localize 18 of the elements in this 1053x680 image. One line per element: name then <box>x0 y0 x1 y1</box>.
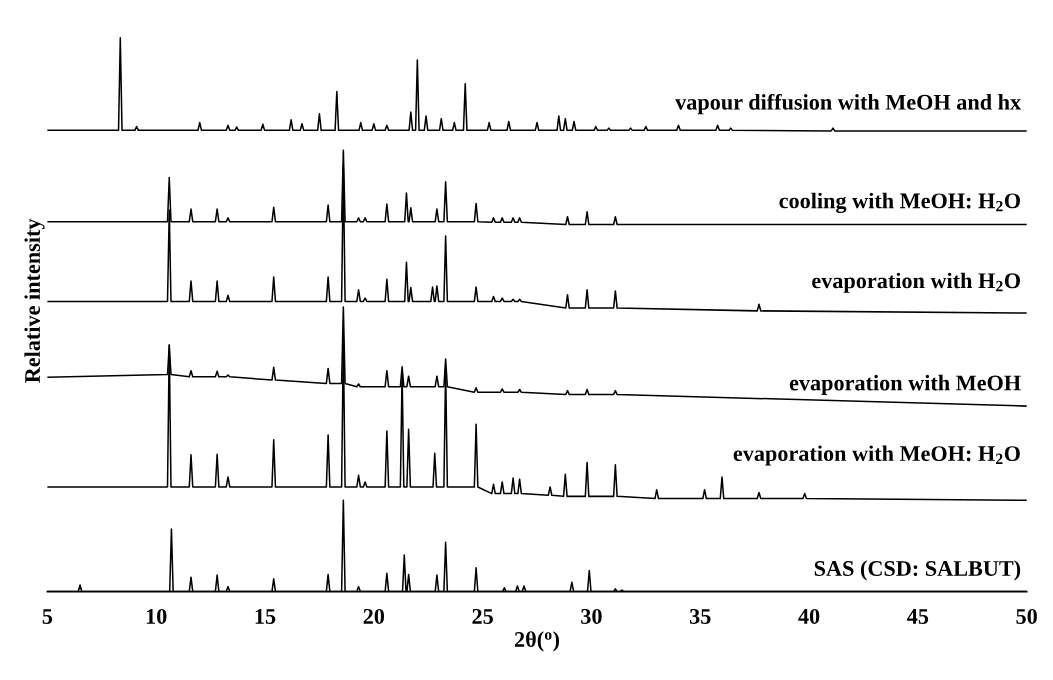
x-tick-label: 40 <box>798 608 820 624</box>
x-tick-label: 20 <box>363 608 385 624</box>
y-axis-title: Relative intensity <box>24 218 45 383</box>
x-tick-label: 5 <box>42 609 53 624</box>
x-tick-label: 35 <box>689 608 711 624</box>
series-label: evaporation with MeOH <box>789 374 1021 395</box>
x-tick-label: 45 <box>907 609 929 624</box>
x-tick-label: 15 <box>255 609 276 624</box>
series-label: vapour diffusion with MeOH and hx <box>675 93 1022 115</box>
x-tick-label: 50 <box>1016 608 1037 624</box>
x-axis-title: 2θ($^{o}$) <box>514 631 560 652</box>
series-label: evaporation with H$_{2}$O <box>812 272 1020 293</box>
x-tick-label: 25 <box>472 608 493 624</box>
series-label: cooling with MeOH: H$_{2}$O <box>779 192 1020 214</box>
series-label: SAS (CSD: SALBUT) <box>814 560 1021 581</box>
series-label: evaporation with MeOH: H$_{2}$O <box>733 445 1020 466</box>
x-tick-label: 10 <box>146 608 167 624</box>
x-tick-label: 30 <box>581 608 602 624</box>
